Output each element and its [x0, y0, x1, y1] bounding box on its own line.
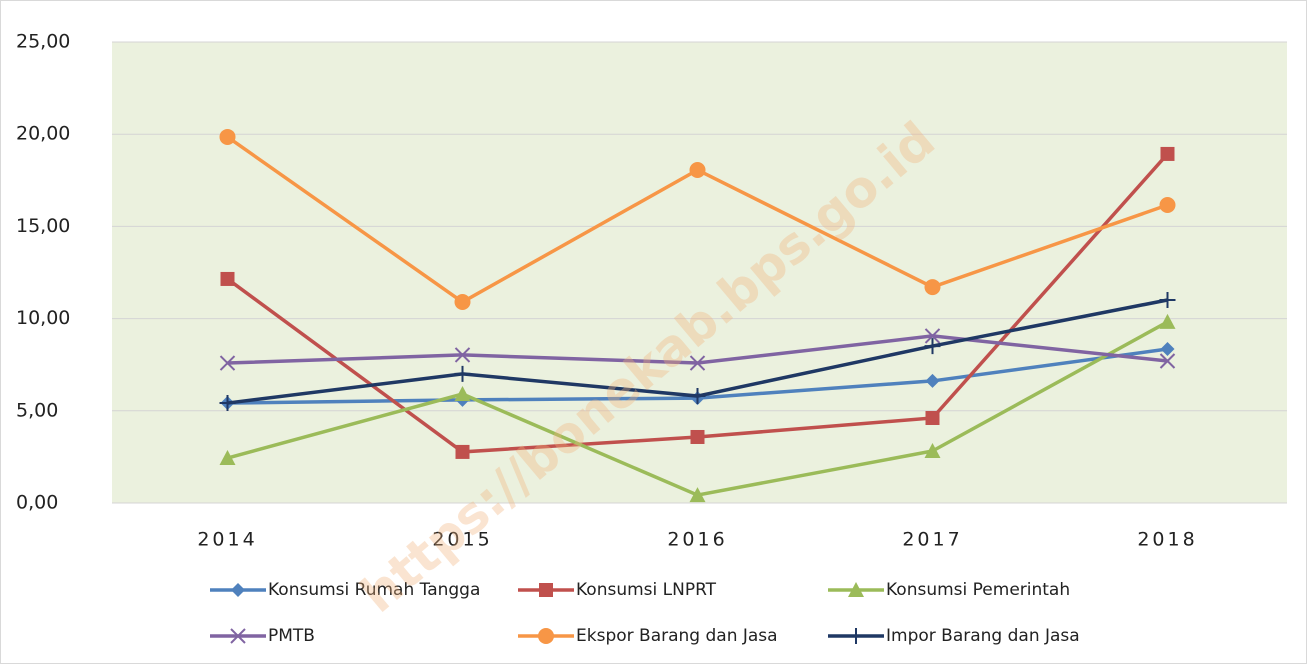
legend-label: Konsumsi LNPRT — [576, 580, 717, 600]
marker — [1160, 146, 1175, 161]
legend-label: Konsumsi Rumah Tangga — [268, 580, 480, 600]
marker — [925, 410, 940, 425]
legend-marker — [231, 583, 245, 597]
marker — [219, 450, 236, 466]
marker — [689, 487, 706, 503]
y-tick-label: 0,00 — [16, 492, 58, 514]
marker — [454, 294, 471, 311]
marker — [454, 347, 471, 363]
marker — [219, 395, 236, 412]
legend-marker — [538, 628, 554, 644]
marker — [924, 279, 941, 296]
marker — [925, 373, 940, 388]
y-tick-label: 20,00 — [16, 123, 70, 145]
x-tick-label: 2015 — [432, 529, 492, 551]
marker — [455, 444, 470, 459]
marker — [1159, 353, 1176, 369]
legend-label: PMTB — [268, 626, 315, 646]
marker — [689, 355, 706, 371]
legend-marker — [230, 628, 246, 644]
x-tick-label: 2014 — [197, 529, 257, 551]
x-tick-label: 2017 — [902, 529, 962, 551]
plot-area — [112, 42, 1287, 503]
marker — [219, 355, 236, 371]
marker — [924, 328, 941, 344]
legend-label: Ekspor Barang dan Jasa — [576, 626, 778, 646]
marker — [1159, 197, 1176, 214]
y-tick-label: 25,00 — [16, 31, 70, 53]
marker — [689, 388, 706, 405]
marker — [220, 271, 235, 286]
x-tick-label: 2016 — [667, 529, 727, 551]
legend-marker — [539, 583, 553, 597]
legend-label: Impor Barang dan Jasa — [886, 626, 1080, 646]
marker — [690, 429, 705, 444]
marker — [454, 386, 471, 402]
y-tick-label: 5,00 — [16, 399, 58, 421]
marker — [1159, 313, 1176, 329]
y-tick-label: 15,00 — [16, 215, 70, 237]
marker — [689, 161, 706, 178]
marker — [924, 442, 941, 458]
legend-label: Konsumsi Pemerintah — [886, 580, 1070, 600]
marker — [1159, 291, 1176, 308]
legend-marker — [848, 582, 864, 597]
marker — [1160, 342, 1175, 357]
marker — [924, 338, 941, 355]
marker — [454, 365, 471, 382]
y-tick-label: 10,00 — [16, 307, 70, 329]
marker — [219, 128, 236, 145]
legend-marker — [848, 628, 864, 644]
x-tick-label: 2018 — [1137, 529, 1197, 551]
